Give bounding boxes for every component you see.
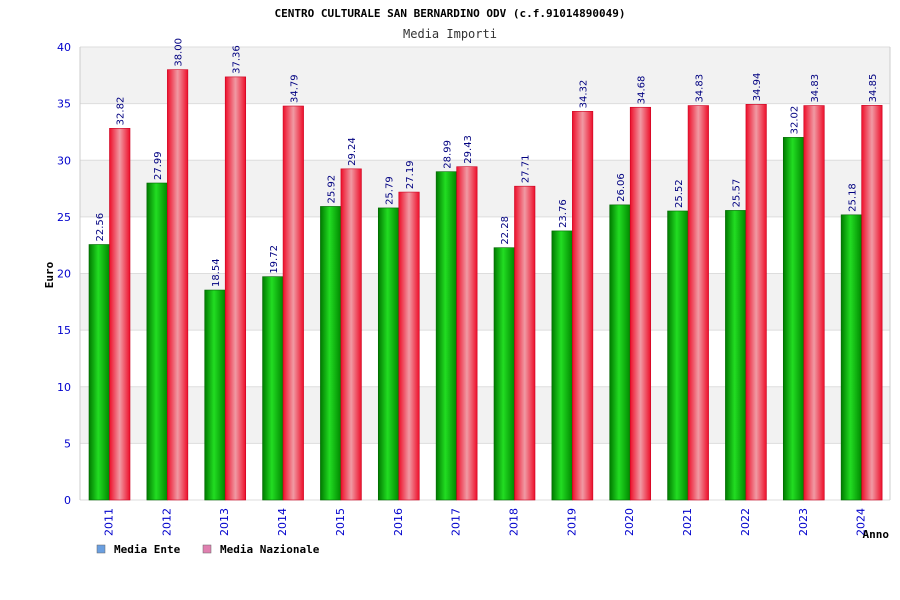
x-tick-label: 2018 — [508, 508, 521, 536]
x-tick-label: 2023 — [797, 508, 810, 536]
bars — [88, 69, 883, 501]
bar-data-label: 34.83 — [694, 74, 705, 103]
legend: Media Ente Media Nazionale — [96, 543, 320, 556]
x-tick-label: 2014 — [276, 508, 289, 536]
bar-data-label: 25.79 — [385, 176, 396, 205]
bar-data-label: 27.99 — [153, 151, 164, 180]
x-tick-label: 2016 — [392, 508, 405, 536]
bar-media-ente — [840, 214, 862, 501]
bar-media-nazionale — [514, 185, 536, 501]
bar-media-nazionale — [687, 105, 709, 501]
bar-data-label: 34.68 — [636, 76, 647, 105]
bar-data-label: 29.24 — [347, 137, 358, 166]
bar-media-ente — [377, 207, 400, 501]
y-axis-title: Euro — [43, 261, 56, 288]
x-tick-label: 2013 — [218, 508, 231, 536]
bar-data-label: 28.99 — [442, 140, 453, 169]
bar-data-label: 37.36 — [231, 45, 242, 74]
bar-media-ente — [782, 137, 805, 501]
bar-media-ente — [204, 289, 226, 501]
y-tick-label: 40 — [57, 41, 71, 54]
bar-media-ente — [725, 210, 747, 501]
bar-data-label: 23.76 — [558, 199, 569, 228]
y-tick-label: 20 — [57, 268, 71, 281]
x-axis-title: Anno — [863, 528, 890, 541]
bar-data-label: 25.57 — [732, 179, 743, 208]
grid-band — [80, 47, 890, 104]
bar-data-label: 25.92 — [327, 175, 338, 204]
bar-data-label: 32.02 — [790, 106, 801, 135]
grid-band — [80, 160, 890, 217]
bar-data-label: 34.32 — [579, 80, 590, 109]
bar-data-label: 34.83 — [810, 74, 821, 103]
y-tick-label: 25 — [57, 211, 71, 224]
bar-media-nazionale — [745, 104, 767, 501]
x-axis-ticks: 2011 2012 2013 2014 2015 2016 2017 2018 2019 2020… — [103, 508, 868, 536]
bar-media-nazionale — [167, 69, 189, 501]
bar-data-label: 22.56 — [95, 213, 106, 242]
bar-media-nazionale — [803, 105, 825, 501]
bar-media-nazionale — [861, 105, 883, 501]
bar-media-ente — [435, 171, 457, 501]
grid-band — [80, 273, 890, 331]
bar-data-label: 32.82 — [116, 97, 127, 126]
bar-data-label: 26.06 — [616, 173, 627, 202]
bar-media-ente — [88, 244, 110, 501]
bar-media-nazionale — [224, 76, 247, 501]
legend-swatch-ente — [96, 544, 106, 554]
x-tick-label: 2015 — [334, 508, 347, 536]
x-tick-label: 2012 — [160, 508, 173, 536]
x-tick-label: 2017 — [450, 508, 463, 536]
bar-media-ente — [146, 182, 168, 501]
y-tick-label: 30 — [57, 154, 71, 167]
x-tick-label: 2024 — [855, 508, 868, 536]
bar-data-label: 34.85 — [868, 74, 879, 103]
legend-swatch-nazionale — [202, 544, 212, 554]
y-tick-label: 15 — [57, 324, 71, 337]
bar-media-nazionale — [398, 191, 420, 501]
bar-data-label: 38.00 — [174, 38, 185, 67]
bar-data-label: 25.18 — [847, 183, 858, 212]
x-tick-label: 2019 — [565, 508, 578, 536]
plot-background — [79, 46, 891, 501]
y-axis-ticks: 0 5 10 15 20 25 30 35 40 — [57, 41, 71, 507]
bar-data-label: 25.52 — [674, 179, 685, 208]
bar-data-label: 18.54 — [211, 258, 222, 287]
bar-media-ente — [667, 210, 689, 501]
bar-media-ente — [551, 230, 573, 501]
x-tick-label: 2022 — [739, 508, 752, 536]
bar-media-ente — [609, 204, 631, 501]
bar-data-label: 29.43 — [463, 135, 474, 164]
legend-label-ente: Media Ente — [114, 543, 181, 556]
chart-title: CENTRO CULTURALE SAN BERNARDINO ODV (c.f… — [275, 7, 626, 20]
bar-data-label: 19.72 — [269, 245, 280, 274]
bar-media-ente — [320, 206, 342, 501]
bar-media-ente — [493, 247, 515, 501]
bar-media-nazionale — [109, 128, 131, 501]
y-tick-label: 5 — [64, 437, 71, 450]
bar-media-ente — [262, 276, 284, 501]
bar-data-labels: 22.56 32.82 27.99 38.00 18.54 37.36 19.72 34.79… — [95, 38, 879, 287]
bar-data-label: 34.94 — [752, 73, 763, 102]
y-tick-label: 0 — [64, 494, 71, 507]
y-tick-label: 35 — [57, 98, 71, 111]
x-tick-label: 2020 — [623, 508, 636, 536]
grid-band — [80, 386, 890, 444]
legend-label-nazionale: Media Nazionale — [220, 543, 320, 556]
bar-media-nazionale — [456, 166, 478, 501]
bar-media-nazionale — [572, 111, 594, 501]
bar-data-label: 34.79 — [289, 74, 300, 103]
bar-media-nazionale — [340, 168, 362, 501]
bar-data-label: 27.19 — [405, 160, 416, 189]
bar-data-label: 22.28 — [500, 216, 511, 245]
y-tick-label: 10 — [57, 381, 71, 394]
bar-media-nazionale — [282, 105, 304, 501]
x-tick-label: 2021 — [681, 508, 694, 536]
bar-data-label: 27.71 — [521, 155, 532, 184]
bar-media-nazionale — [629, 106, 652, 501]
chart-subtitle: Media Importi — [403, 27, 497, 41]
x-tick-label: 2011 — [103, 508, 116, 536]
